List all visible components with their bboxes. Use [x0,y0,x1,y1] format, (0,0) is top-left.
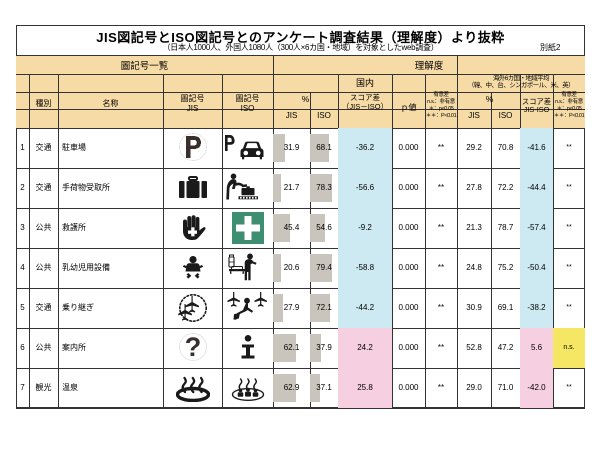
svg-text:?: ? [184,333,201,362]
